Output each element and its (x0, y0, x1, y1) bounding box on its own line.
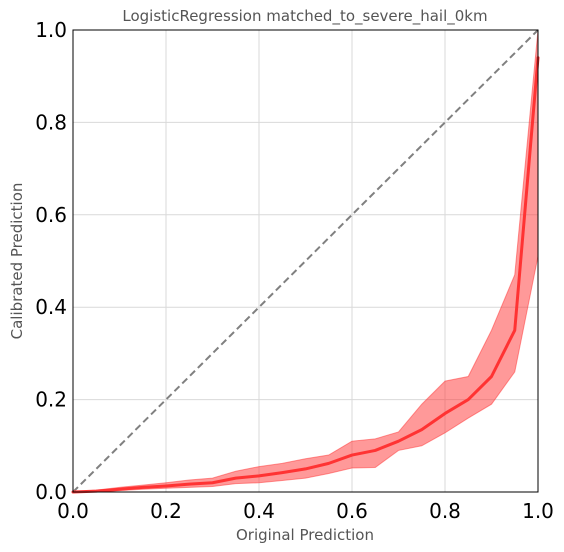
y-tick-label-2: 0.4 (35, 295, 67, 319)
calibration-curve (71, 56, 540, 494)
y-tick-label-4: 0.8 (35, 110, 67, 134)
y-tick-label-1: 0.2 (35, 388, 67, 412)
y-tick-label-0: 0.0 (35, 480, 67, 504)
chart-title: LogisticRegression matched_to_severe_hai… (122, 7, 487, 26)
x-tick-label-0: 0.0 (57, 499, 89, 523)
reference-line-layer (72, 29, 539, 493)
x-axis-label: Original Prediction (236, 526, 374, 544)
y-tick-label-5: 1.0 (35, 18, 67, 42)
x-tick-label-1: 0.2 (150, 499, 182, 523)
y-axis-label: Calibrated Prediction (8, 183, 26, 340)
x-tick-labels: 0.0 0.2 0.4 0.6 0.8 1.0 (57, 499, 554, 523)
x-tick-label-5: 1.0 (522, 499, 554, 523)
x-tick-label-4: 0.8 (429, 499, 461, 523)
y-tick-labels: 0.0 0.2 0.4 0.6 0.8 1.0 (35, 18, 67, 504)
plot-frame (72, 29, 539, 493)
x-tick-label-3: 0.6 (336, 499, 368, 523)
calibration-line-layer (71, 56, 540, 494)
y-tick-label-3: 0.6 (35, 203, 67, 227)
perfect-calibration-line (72, 29, 539, 493)
x-tick-label-2: 0.4 (243, 499, 275, 523)
